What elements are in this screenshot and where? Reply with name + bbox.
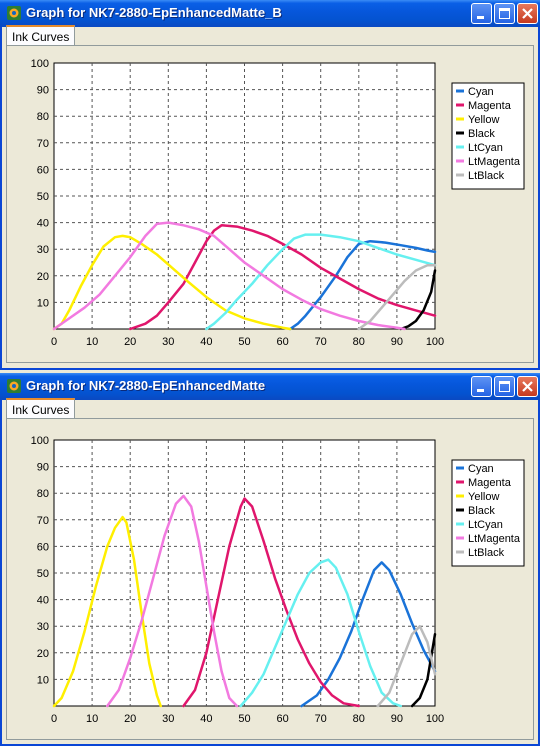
x-tick-label: 0 [51, 336, 57, 348]
legend [451, 82, 525, 190]
app-icon [7, 6, 21, 20]
series-line-cyan [300, 561, 437, 708]
tab-ink-curves[interactable]: Ink Curves [6, 398, 76, 419]
minimize-icon [477, 16, 484, 19]
legend-label: LtCyan [468, 142, 503, 154]
x-tick-label: 10 [86, 336, 98, 348]
y-tick-label: 30 [37, 244, 49, 256]
maximize-icon [499, 8, 510, 19]
series-line-magenta [182, 497, 361, 708]
legend-label: Magenta [468, 477, 512, 489]
legend-label: LtMagenta [468, 156, 521, 168]
maximize-icon [499, 381, 510, 392]
y-tick-label: 10 [37, 297, 49, 309]
x-tick-label: 20 [124, 713, 136, 725]
x-tick-label: 80 [353, 713, 365, 725]
legend-label: Magenta [468, 100, 512, 112]
x-tick-label: 40 [200, 336, 212, 348]
series-line-ltblack [376, 624, 437, 708]
y-tick-label: 90 [37, 85, 49, 97]
title-bar[interactable]: Graph for NK7-2880-EpEnhancedMatte [0, 373, 540, 400]
window-title: Graph for NK7-2880-EpEnhancedMatte [26, 378, 266, 393]
x-tick-label: 70 [315, 336, 327, 348]
series-line-ltblack [357, 263, 437, 331]
y-tick-label: 20 [37, 648, 49, 660]
ink-curves-chart: 0 10 20 30 40 50 60 70 80 90 100 10 20 30 40 50 60 70 80 90… [31, 58, 525, 348]
y-tick-label: 100 [31, 435, 49, 447]
x-tick-label: 40 [200, 713, 212, 725]
series-line-magenta [128, 224, 437, 331]
x-tick-label: 100 [426, 713, 444, 725]
y-tick-label: 80 [37, 111, 49, 123]
y-tick-label: 80 [37, 488, 49, 500]
app-icon [7, 379, 21, 393]
y-tick-label: 40 [37, 218, 49, 230]
series-line-ltcyan [239, 558, 402, 708]
series-line-ltcyan [205, 233, 437, 331]
x-tick-label: 80 [353, 336, 365, 348]
x-tick-label: 60 [276, 713, 288, 725]
ink-curves-panel: 0 10 20 30 40 50 60 70 80 90 100 10 20 30 40 50 60 70 80 90… [6, 45, 534, 363]
series-line-yellow [52, 234, 292, 331]
x-tick-label: 0 [51, 713, 57, 725]
maximize-button[interactable] [494, 376, 515, 397]
legend-label: LtBlack [468, 547, 505, 559]
series-line-ltmagenta [106, 494, 239, 708]
x-tick-label: 90 [391, 336, 403, 348]
x-tick-label: 20 [124, 336, 136, 348]
y-tick-label: 30 [37, 621, 49, 633]
legend-label: LtBlack [468, 170, 505, 182]
legend-label: Cyan [468, 463, 494, 475]
y-tick-label: 100 [31, 58, 49, 70]
x-tick-label: 50 [238, 336, 250, 348]
x-tick-label: 70 [315, 713, 327, 725]
y-tick-label: 50 [37, 568, 49, 580]
y-tick-label: 60 [37, 164, 49, 176]
ink-curves-chart: 0 10 20 30 40 50 60 70 80 90 100 10 20 30 40 50 60 70 80 90… [31, 435, 525, 725]
minimize-button[interactable] [471, 376, 492, 397]
legend-label: Black [468, 505, 495, 517]
legend-label: Yellow [468, 491, 499, 503]
legend-label: Yellow [468, 114, 499, 126]
close-button[interactable] [517, 376, 538, 397]
ink-curves-panel: 0 10 20 30 40 50 60 70 80 90 100 10 20 30 40 50 60 70 80 90… [6, 418, 534, 740]
y-tick-label: 50 [37, 191, 49, 203]
close-icon [522, 381, 533, 392]
legend-label: Cyan [468, 86, 494, 98]
graph-window-2: Graph for NK7-2880-EpEnhancedMatte Ink C… [0, 373, 540, 746]
close-button[interactable] [517, 3, 538, 24]
y-tick-label: 90 [37, 462, 49, 474]
x-tick-label: 30 [162, 336, 174, 348]
y-tick-label: 60 [37, 541, 49, 553]
y-tick-label: 70 [37, 515, 49, 527]
minimize-button[interactable] [471, 3, 492, 24]
series-line-cyan [288, 239, 437, 331]
y-tick-label: 40 [37, 595, 49, 607]
y-tick-label: 10 [37, 674, 49, 686]
legend-label: LtCyan [468, 519, 503, 531]
legend [451, 459, 525, 567]
x-tick-label: 50 [238, 713, 250, 725]
x-tick-label: 100 [426, 336, 444, 348]
tab-ink-curves[interactable]: Ink Curves [6, 25, 76, 46]
series-line-yellow [52, 515, 162, 708]
close-icon [522, 8, 533, 19]
legend-label: Black [468, 128, 495, 140]
x-tick-label: 30 [162, 713, 174, 725]
minimize-icon [477, 389, 484, 392]
series-line-black [399, 269, 437, 331]
title-bar[interactable]: Graph for NK7-2880-EpEnhancedMatte_B [0, 0, 540, 27]
y-tick-label: 70 [37, 138, 49, 150]
x-tick-label: 10 [86, 713, 98, 725]
maximize-button[interactable] [494, 3, 515, 24]
legend-label: LtMagenta [468, 533, 521, 545]
series-line-ltmagenta [52, 221, 406, 331]
y-tick-label: 20 [37, 271, 49, 283]
graph-window-1: Graph for NK7-2880-EpEnhancedMatte_B Ink… [0, 0, 540, 370]
x-tick-label: 60 [276, 336, 288, 348]
window-title: Graph for NK7-2880-EpEnhancedMatte_B [26, 5, 282, 20]
x-tick-label: 90 [391, 713, 403, 725]
